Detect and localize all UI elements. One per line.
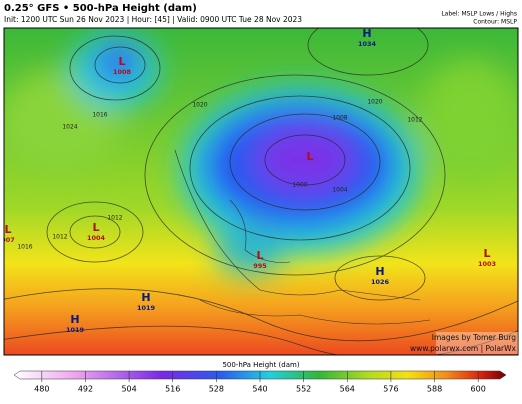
colorbar-tick-label: 480 [34, 385, 49, 394]
colorbar-tick-label: 504 [121, 385, 136, 394]
center-value: 995 [253, 262, 267, 270]
height-field [4, 32, 518, 275]
map-frame [3, 27, 519, 356]
center-value: 1019 [137, 304, 156, 312]
center-kind: L [92, 221, 99, 234]
credit: Images by Tomer Burg [432, 333, 516, 342]
contour-label: 1020 [367, 99, 382, 106]
center-kind: H [70, 313, 79, 326]
center-kind: H [362, 27, 371, 40]
center-kind: L [306, 150, 313, 163]
contour-label: 1004 [332, 187, 347, 194]
credit-box [436, 332, 518, 354]
center-kind: L [483, 247, 490, 260]
colorbar-tick-label: 516 [165, 385, 180, 394]
title: 0.25° GFS • 500-hPa Height (dam) [4, 3, 197, 14]
colorbar-tick-label: 600 [471, 385, 486, 394]
center-kind: L [256, 249, 263, 262]
colorbar-title: 500-hPa Height (dam) [222, 361, 299, 369]
colorbar-ticks: 480 492 504 516 528 540 552 564 576 588 600 [34, 371, 486, 394]
contours [4, 28, 518, 355]
center-kind: H [375, 265, 384, 278]
colorbar-tick-label: 528 [209, 385, 224, 394]
credit: www.polarwx.com | PolarWx [410, 344, 517, 353]
contour-labels: 1012 1024 1016 1020 1012 1008 1000 1004 1016 1020… [17, 99, 422, 251]
contour-label: 1016 [92, 112, 107, 119]
colorbar-tick-label: 492 [78, 385, 93, 394]
center-value: 1003 [478, 260, 496, 268]
coastlines [174, 149, 431, 325]
contour-label: 1012 [407, 117, 422, 124]
center-value: 1004 [87, 234, 106, 242]
label-note: Label: MSLP Lows / Highs [441, 11, 517, 18]
colorbar-tick-label: 576 [383, 385, 398, 394]
center-kind: L [4, 223, 11, 236]
center-value: 1026 [371, 278, 390, 286]
contour-label: 1020 [192, 102, 207, 109]
contour-note: Contour: MSLP [473, 19, 517, 26]
contour-label: 1012 [107, 215, 122, 222]
contour-label: 1012 [52, 234, 67, 241]
center-value: 1008 [113, 68, 132, 76]
contour-label: 1024 [62, 124, 77, 131]
subtitle: Init: 1200 UTC Sun 26 Nov 2023 | Hour: [… [4, 15, 302, 24]
contour-label: 1016 [17, 244, 32, 251]
center-value: 007 [1, 236, 15, 244]
colorbar-tick-label: 564 [340, 385, 355, 394]
center-value: 1034 [358, 40, 377, 48]
center-kind: H [141, 291, 150, 304]
contour-label: 1000 [292, 182, 307, 189]
colorbar-tick-label: 552 [296, 385, 311, 394]
contour-label: 1008 [332, 115, 347, 122]
center-kind: L [118, 55, 125, 68]
colorbar-tick-label: 588 [427, 385, 442, 394]
center-value: 1019 [66, 326, 85, 334]
colorbar-tick-label: 540 [252, 385, 267, 394]
